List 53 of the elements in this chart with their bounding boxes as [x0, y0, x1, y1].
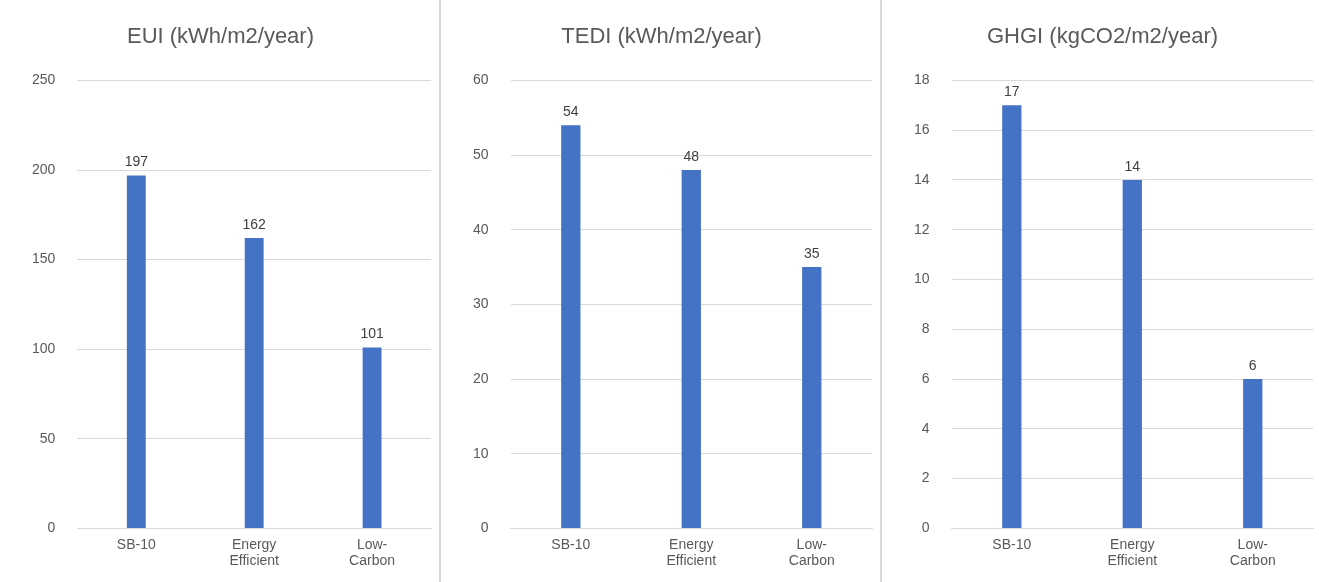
data-label: 6: [1248, 356, 1257, 373]
bar: [802, 267, 822, 528]
x-tick-label: Energy Efficient: [1107, 535, 1158, 569]
y-tick-label: 150: [32, 250, 56, 267]
y-tick-label: 18: [913, 71, 930, 88]
bar: [1122, 179, 1142, 528]
data-label: 197: [124, 153, 149, 170]
bar: [681, 170, 701, 528]
data-label: 54: [563, 103, 579, 120]
y-tick-label: 0: [47, 519, 56, 536]
y-tick-label: 10: [472, 444, 489, 461]
x-tick-label: Energy Efficient: [229, 535, 280, 569]
y-tick-label: 30: [472, 295, 489, 312]
y-tick-label: 50: [472, 145, 489, 162]
bar: [561, 125, 581, 528]
data-label: 101: [360, 325, 384, 342]
x-tick-label: Low-Carbon: [788, 535, 835, 569]
data-label: 48: [683, 147, 700, 164]
y-tick-label: 50: [39, 429, 56, 446]
y-tick-label: 250: [32, 71, 56, 88]
y-tick-label: 100: [32, 340, 56, 357]
y-tick-label: 16: [913, 121, 930, 138]
bar: [244, 238, 264, 528]
y-tick-label: 20: [472, 369, 489, 386]
chart-title: EUI (kWh/m2/year): [126, 23, 315, 49]
x-tick-label: SB-10: [992, 535, 1032, 552]
chart-title: TEDI (kWh/m2/year): [561, 23, 762, 49]
y-tick-label: 40: [472, 220, 489, 237]
x-tick-label: SB-10: [116, 535, 156, 552]
y-tick-label: 0: [480, 519, 489, 536]
x-tick-label: Energy Efficient: [666, 535, 717, 569]
y-tick-label: 12: [913, 220, 930, 237]
y-tick-label: 6: [921, 369, 930, 386]
y-tick-label: 10: [913, 270, 930, 287]
x-tick-label: Low-Carbon: [1229, 535, 1276, 569]
y-tick-label: 0: [921, 519, 930, 536]
data-label: 14: [1124, 157, 1141, 174]
y-tick-label: 8: [921, 320, 930, 337]
data-label: 35: [803, 244, 820, 261]
x-tick-label: Low-Carbon: [349, 535, 396, 569]
data-label: 17: [1004, 83, 1020, 100]
data-label: 162: [242, 215, 267, 232]
x-tick-label: SB-10: [551, 535, 591, 552]
y-tick-label: 4: [921, 419, 930, 436]
y-tick-label: 14: [913, 170, 930, 187]
bar: [1243, 379, 1263, 528]
bar: [362, 347, 382, 528]
chart-title: GHGI (kgCO2/m2/year): [986, 23, 1219, 49]
bar: [1002, 105, 1022, 528]
bar: [126, 175, 146, 528]
y-tick-label: 60: [472, 71, 489, 88]
y-tick-label: 200: [32, 160, 56, 177]
y-tick-label: 2: [921, 469, 930, 486]
